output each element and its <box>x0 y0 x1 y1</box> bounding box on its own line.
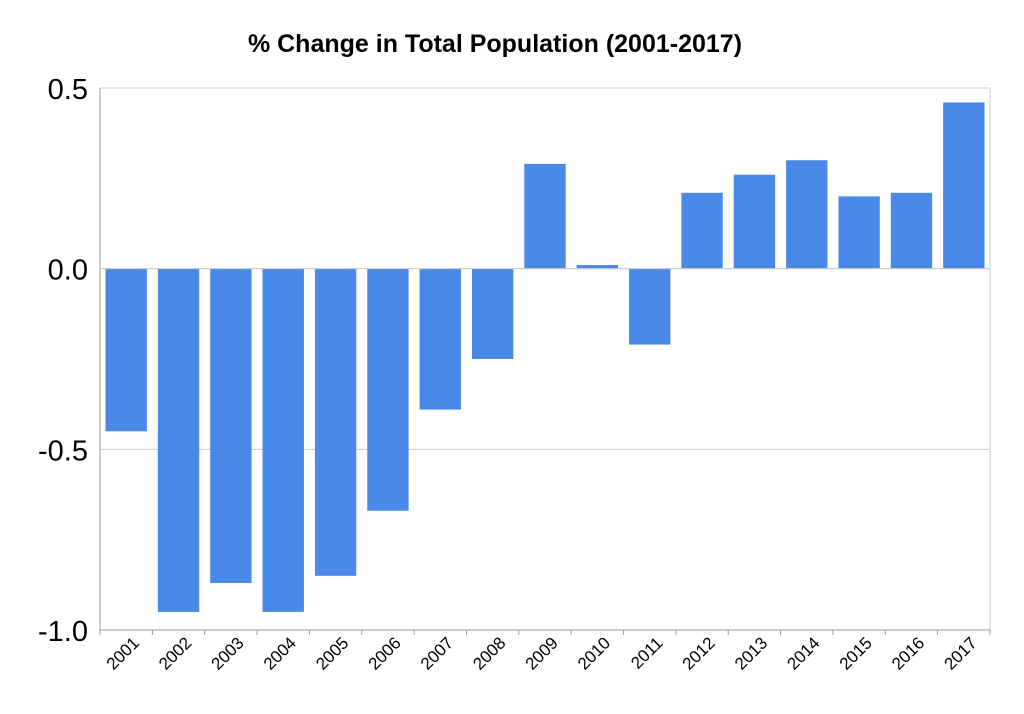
bar-2016 <box>890 192 933 269</box>
bar-2015 <box>838 196 880 269</box>
x-tick-label: 2011 <box>627 633 666 672</box>
x-tick-label: 2009 <box>522 633 562 673</box>
bar-2004 <box>262 268 304 612</box>
bar-2010 <box>576 265 619 269</box>
y-tick-label: 0.5 <box>48 74 88 106</box>
y-tick-label: 0.0 <box>48 255 88 287</box>
x-tick-label: 2014 <box>783 633 823 673</box>
chart-title: % Change in Total Population (2001-2017) <box>247 30 743 58</box>
x-tick-label: 2013 <box>731 633 771 673</box>
x-tick-label: 2010 <box>574 633 614 673</box>
y-tick-labels: 0.5 0.0 -0.5 -1.0 <box>38 74 88 648</box>
bar-2003 <box>210 268 252 584</box>
x-tick-label: 2004 <box>260 633 300 673</box>
bar-2005 <box>314 268 357 576</box>
x-tick-label: 2015 <box>836 633 876 673</box>
x-tick-label: 2008 <box>469 633 509 673</box>
axes <box>99 88 991 635</box>
y-tick-label: -0.5 <box>38 435 88 467</box>
y-tick-label: -1.0 <box>38 616 88 648</box>
bar-2009 <box>524 163 566 269</box>
bar-2007 <box>419 268 461 410</box>
x-tick-label: 2001 <box>103 633 143 673</box>
x-tick-label: 2006 <box>365 633 405 673</box>
bar-2006 <box>367 268 409 511</box>
x-tick-label: 2012 <box>679 633 719 673</box>
bar-2013 <box>733 174 776 269</box>
bar-2002 <box>157 268 200 612</box>
x-tick-label: 2005 <box>312 633 352 673</box>
bar-2014 <box>786 160 828 269</box>
bars <box>105 102 985 612</box>
bar-2017 <box>943 102 985 269</box>
bar-2008 <box>471 268 514 359</box>
x-tick-label: 2007 <box>417 633 457 673</box>
x-tick-label: 2016 <box>888 633 928 673</box>
x-tick-label: 2017 <box>940 633 980 673</box>
bar-2001 <box>105 268 147 432</box>
x-tick-label: 2003 <box>208 633 248 673</box>
x-tick-labels: 2001 2002 2003 2004 2005 2006 2007 2008 2009 2010… <box>103 633 981 673</box>
bar-2011 <box>629 268 671 345</box>
x-tick-label: 2002 <box>155 633 195 673</box>
bar-2012 <box>681 192 723 269</box>
